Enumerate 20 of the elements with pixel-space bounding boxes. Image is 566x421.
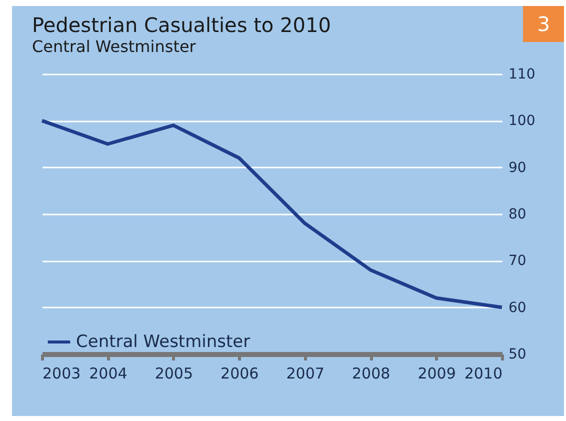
y-tick-label: 110 xyxy=(508,66,536,82)
x-tick-label: 2010 xyxy=(464,364,502,382)
x-tick-label: 2008 xyxy=(352,364,390,382)
x-tick-label: 2006 xyxy=(220,364,259,382)
x-tick-label: 2003 xyxy=(42,364,81,382)
y-tick-label: 90 xyxy=(508,160,526,176)
text: 3 xyxy=(523,6,564,42)
x-tick-label: 2009 xyxy=(418,364,456,382)
y-tick-label: 60 xyxy=(508,300,526,316)
y-tick-label: 80 xyxy=(508,206,526,222)
y-tick-label: 50 xyxy=(508,346,526,362)
x-tick-label: 2007 xyxy=(286,364,324,382)
y-tick-label: 70 xyxy=(508,253,526,270)
x-tick-label: 2004 xyxy=(89,364,128,382)
x-tick-label: 2005 xyxy=(154,364,194,382)
y-tick-label: 100 xyxy=(508,113,536,130)
chart-subtitle: Central Westminster xyxy=(32,37,196,56)
chart-title: Pedestrian Casualties to 2010 xyxy=(32,13,331,37)
line-series xyxy=(40,118,504,310)
legend-label: Central Westminster xyxy=(76,332,250,352)
